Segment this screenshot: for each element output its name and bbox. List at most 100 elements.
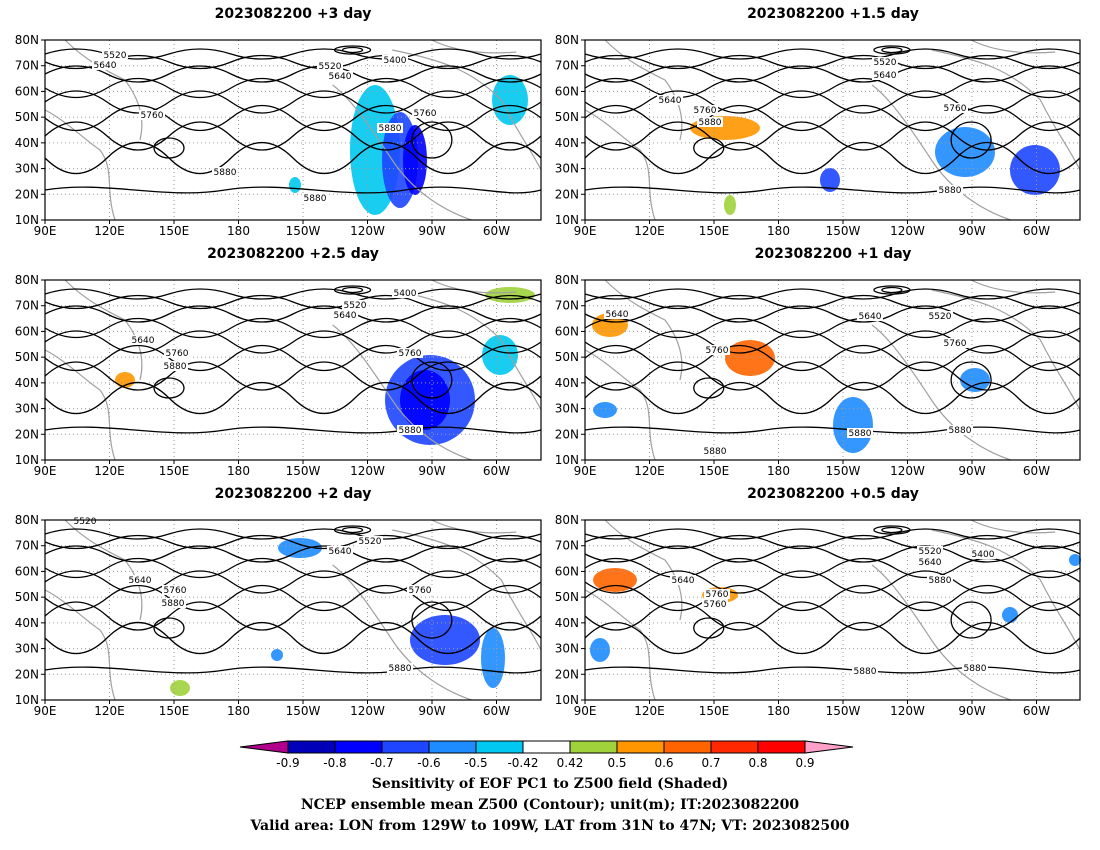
lat-tick-label: 60N xyxy=(555,324,579,338)
lat-tick-label: 70N xyxy=(555,539,579,553)
map-background xyxy=(585,280,1080,460)
lat-tick-label: 30N xyxy=(15,642,39,656)
lon-tick-label: 150W xyxy=(286,224,321,238)
sensitivity-shading xyxy=(170,680,190,696)
colorbar-box xyxy=(381,740,430,754)
contour-label: 5520 xyxy=(104,51,127,61)
contour-label-bg xyxy=(102,50,128,60)
contour-line xyxy=(44,666,542,674)
contour-line xyxy=(44,317,542,339)
lon-tick-label: 90E xyxy=(574,704,597,718)
map-background xyxy=(45,40,541,220)
contour-label-bg xyxy=(917,557,943,567)
contour-label: 5880 xyxy=(379,124,402,134)
contour-label-bg xyxy=(342,300,368,310)
lat-tick-label: 80N xyxy=(15,273,39,287)
panel-title-3: 2023082200 +2.5 day xyxy=(207,246,379,262)
contour-label-bg xyxy=(852,666,878,676)
lat-tick-label: 70N xyxy=(15,539,39,553)
lat-tick-label: 20N xyxy=(15,187,39,201)
lat-tick-label: 10N xyxy=(15,453,39,467)
contour-label-bg xyxy=(162,585,188,595)
lat-tick-label: 50N xyxy=(15,590,39,604)
footer-line-2: NCEP ensemble mean Z500 (Contour); unit(… xyxy=(300,797,800,813)
sensitivity-shading xyxy=(403,125,427,195)
contour-label: 5640 xyxy=(859,312,882,322)
contour-label-bg xyxy=(302,193,328,203)
contour-line xyxy=(44,557,542,579)
lon-tick-label: 120E xyxy=(634,224,665,238)
contour-label-bg xyxy=(937,185,963,195)
contour-label-bg xyxy=(392,288,418,298)
contour-line xyxy=(44,601,542,631)
sensitivity-shading xyxy=(593,568,637,592)
contour-label-bg xyxy=(704,345,730,355)
contour-label-bg xyxy=(927,575,953,585)
contour-label: 5880 xyxy=(162,599,185,609)
contour-label: 5760 xyxy=(164,586,187,596)
contour-label: 5400 xyxy=(394,289,417,299)
contour-label: 5760 xyxy=(706,590,729,600)
contour-label: 5880 xyxy=(854,667,877,677)
contour-closed xyxy=(153,617,185,639)
map-frame xyxy=(584,279,1081,461)
contour-line xyxy=(584,48,1081,60)
contour-label-bg xyxy=(212,167,238,177)
contour-label: 5640 xyxy=(334,311,357,321)
contour-label: 5880 xyxy=(704,447,727,457)
coastline xyxy=(332,324,472,461)
sensitivity-shading xyxy=(410,615,480,665)
colorbar-label: -0.7 xyxy=(370,756,393,770)
lat-tick-label: 40N xyxy=(555,136,579,150)
contour-label-bg xyxy=(357,536,383,546)
lat-tick-label: 60N xyxy=(15,84,39,98)
coastline xyxy=(970,39,1056,54)
contour-label-bg xyxy=(692,105,718,115)
contour-line xyxy=(44,622,542,654)
contour-closed xyxy=(693,377,725,399)
contour-line xyxy=(584,557,1081,579)
contour-line xyxy=(44,142,542,174)
colorbar-label: 0.6 xyxy=(654,756,673,770)
lon-tick-label: 90W xyxy=(418,464,445,478)
contour-label-bg xyxy=(382,55,408,65)
lat-tick-label: 10N xyxy=(555,213,579,227)
contour-label: 5520 xyxy=(919,547,942,557)
contour-line xyxy=(44,382,542,414)
contour-label: 5400 xyxy=(972,550,995,560)
contour-line xyxy=(44,90,542,114)
sensitivity-shading xyxy=(1002,607,1018,623)
sensitivity-shading xyxy=(278,538,322,558)
contour-label-bg xyxy=(130,335,156,345)
lon-tick-label: 120W xyxy=(350,224,385,238)
contour-line xyxy=(584,361,1081,391)
contour-label: 5760 xyxy=(694,106,717,116)
contour-label-bg xyxy=(872,70,898,80)
grid-group xyxy=(45,280,541,460)
contour-line xyxy=(44,330,542,354)
lon-tick-label: 90W xyxy=(418,704,445,718)
contour-line xyxy=(44,585,542,611)
contour-label-bg xyxy=(317,61,343,71)
contour-label-bg xyxy=(327,546,353,556)
coastline xyxy=(970,279,1056,294)
lon-tick-label: 180 xyxy=(227,224,250,238)
colorbar-label: 0.7 xyxy=(701,756,720,770)
contour-line xyxy=(44,426,542,434)
contour-label-bg xyxy=(942,338,968,348)
lon-tick-label: 60W xyxy=(1023,224,1050,238)
map-background xyxy=(45,280,541,460)
lat-tick-label: 10N xyxy=(555,453,579,467)
contour-line xyxy=(584,186,1081,194)
sensitivity-shading xyxy=(590,638,610,662)
lon-tick-label: 90E xyxy=(574,224,597,238)
contour-group xyxy=(44,45,542,194)
lat-tick-label: 40N xyxy=(15,616,39,630)
contour-label: 5880 xyxy=(389,664,412,674)
colorbar-max-arrow xyxy=(804,740,854,754)
contour-label-bg xyxy=(917,546,943,556)
colorbar-box xyxy=(616,740,665,754)
lat-tick-label: 50N xyxy=(555,350,579,364)
